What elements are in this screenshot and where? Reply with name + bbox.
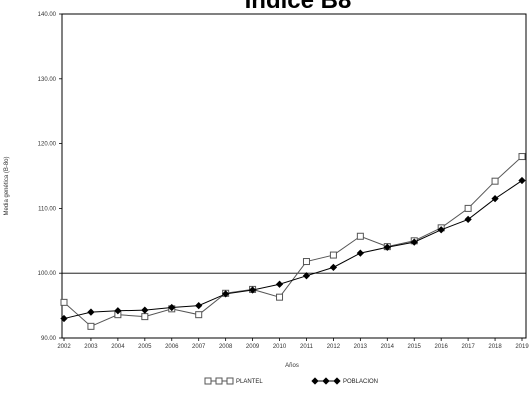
data-point-poblacion <box>248 286 257 294</box>
legend-label-poblacion: POBLACION <box>343 379 378 385</box>
series-line-poblacion <box>63 180 523 320</box>
legend-marker-poblacion <box>322 377 330 385</box>
data-point-plantel <box>195 311 203 319</box>
chart-title: Índice B8 <box>245 0 352 14</box>
data-point-poblacion <box>114 307 122 315</box>
x-tick-label: 2017 <box>461 344 475 350</box>
y-tick-label: 110.00 <box>38 206 57 212</box>
x-tick-label: 2011 <box>300 344 314 350</box>
data-point-poblacion <box>383 243 391 251</box>
y-tick-label: 100.00 <box>38 271 57 277</box>
legend-label-plantel: PLANTEL <box>236 379 263 385</box>
legend-marker-plantel <box>204 377 212 385</box>
data-point-poblacion <box>302 272 311 280</box>
data-point-poblacion <box>60 314 68 323</box>
data-point-poblacion <box>410 238 418 246</box>
x-tick-label: 2018 <box>488 344 502 350</box>
data-point-poblacion <box>491 195 499 203</box>
data-point-poblacion <box>329 263 338 271</box>
x-tick-label: 2016 <box>434 344 448 350</box>
x-tick-label: 2012 <box>327 344 341 350</box>
y-tick-label: 120.00 <box>38 142 57 148</box>
data-point-plantel <box>87 322 95 330</box>
plot-area: 90.00 100.00 110.00 120.00 130.00 140.00 2002 2… <box>38 12 530 350</box>
legend: PLANTEL POBLACION <box>204 377 378 385</box>
data-point-plantel <box>491 177 499 185</box>
x-tick-label: 2005 <box>138 344 152 350</box>
data-point-poblacion <box>222 290 230 298</box>
x-axis-label: Años <box>285 363 299 369</box>
x-tick-label: 2006 <box>165 344 179 350</box>
data-point-plantel <box>60 298 68 306</box>
x-tick-label: 2013 <box>354 344 368 350</box>
data-point-poblacion <box>356 249 364 257</box>
legend-marker-poblacion <box>333 377 341 385</box>
x-tick-label: 2007 <box>192 344 206 350</box>
data-point-poblacion <box>464 215 472 224</box>
data-point-plantel <box>356 232 364 240</box>
data-point-poblacion <box>437 226 445 234</box>
series-line-plantel <box>63 156 523 327</box>
legend-marker-plantel <box>226 377 234 385</box>
y-tick-label: 90.00 <box>41 336 57 342</box>
x-tick-label: 2003 <box>84 344 98 350</box>
legend-marker-poblacion <box>311 377 319 385</box>
x-tick-label: 2015 <box>408 344 422 350</box>
y-tick-label: 130.00 <box>38 77 57 83</box>
legend-marker-plantel <box>215 377 223 385</box>
x-tick-label: 2002 <box>57 344 71 350</box>
data-point-poblacion <box>87 308 95 316</box>
x-tick-label: 2014 <box>381 344 395 350</box>
x-tick-label: 2010 <box>273 344 287 350</box>
data-point-poblacion <box>518 176 526 185</box>
data-point-plantel <box>464 204 472 212</box>
x-tick-label: 2019 <box>515 344 529 350</box>
y-tick-label: 140.00 <box>38 12 57 18</box>
x-tick-label: 2009 <box>246 344 260 350</box>
data-point-plantel <box>302 258 310 266</box>
data-point-poblacion <box>275 280 284 288</box>
y-axis-label: Media genética (B-8o) <box>4 156 10 215</box>
x-tick-label: 2008 <box>219 344 233 350</box>
plot-frame <box>61 13 527 339</box>
data-point-plantel <box>518 153 526 161</box>
data-point-plantel <box>276 293 284 301</box>
data-point-plantel <box>329 251 337 259</box>
data-point-plantel <box>141 313 149 321</box>
data-point-poblacion <box>195 301 203 310</box>
data-point-poblacion <box>168 303 176 312</box>
x-tick-label: 2004 <box>111 344 125 350</box>
data-point-poblacion <box>141 306 149 314</box>
